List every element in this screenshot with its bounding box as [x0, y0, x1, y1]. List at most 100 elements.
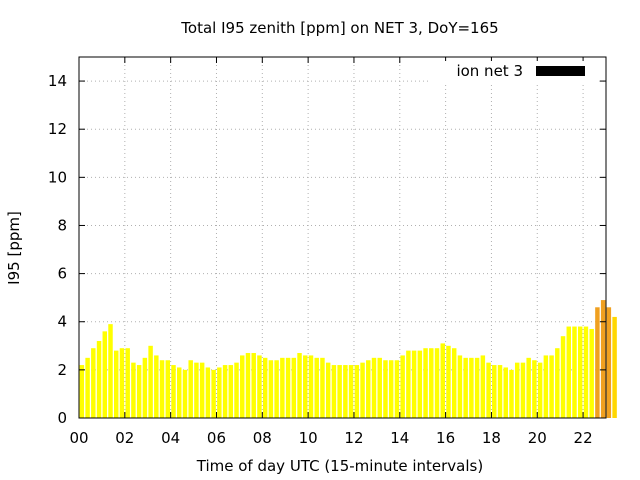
bar	[205, 367, 211, 418]
bar	[366, 360, 371, 418]
bar	[560, 336, 566, 418]
x-tick-label: 02	[115, 429, 134, 447]
y-tick-label: 8	[57, 216, 67, 234]
x-tick-label: 00	[69, 429, 88, 447]
bar	[222, 365, 228, 418]
legend-swatch	[536, 66, 585, 76]
bar	[526, 357, 531, 418]
bar	[577, 326, 583, 418]
bar	[291, 357, 297, 418]
bar	[543, 355, 549, 418]
bar	[566, 326, 572, 418]
bar	[274, 360, 279, 418]
x-tick-label: 14	[390, 429, 409, 447]
bar	[612, 316, 617, 418]
bar	[245, 353, 251, 418]
bar	[497, 365, 503, 418]
bar	[417, 350, 423, 418]
bar	[451, 348, 457, 418]
bar	[583, 326, 589, 418]
bar	[446, 345, 451, 418]
y-tick-label: 4	[57, 313, 67, 331]
bar	[308, 355, 314, 418]
bar	[360, 362, 365, 418]
y-tick-label: 12	[48, 120, 67, 138]
x-tick-label: 06	[207, 429, 226, 447]
bar	[113, 350, 119, 418]
chart-title: Total I95 zenith [ppm] on NET 3, DoY=165	[180, 19, 498, 37]
bar	[228, 365, 234, 418]
bar	[469, 357, 474, 418]
bar	[79, 365, 85, 418]
bar	[108, 324, 113, 418]
x-tick-label: 12	[344, 429, 363, 447]
bar	[159, 360, 165, 418]
bar	[325, 362, 331, 418]
bar	[280, 357, 285, 418]
y-tick-label: 10	[48, 168, 67, 186]
bar	[148, 345, 153, 418]
x-tick-label: 22	[574, 429, 593, 447]
x-tick-label: 10	[299, 429, 318, 447]
x-tick-label: 20	[528, 429, 547, 447]
bar	[102, 331, 108, 418]
bar	[371, 357, 377, 418]
bar	[606, 307, 612, 418]
bar	[457, 355, 463, 418]
bar	[182, 369, 188, 418]
bar	[177, 367, 182, 418]
bar	[480, 355, 486, 418]
bar	[136, 365, 142, 418]
bar	[549, 355, 554, 418]
bar	[165, 360, 171, 418]
bar	[119, 348, 125, 418]
bar	[303, 355, 308, 418]
y-tick-label: 0	[57, 409, 67, 427]
bar	[91, 348, 96, 418]
bar	[194, 362, 199, 418]
bar	[125, 348, 130, 418]
bar	[532, 360, 537, 418]
bar	[423, 348, 428, 418]
bar	[331, 365, 337, 418]
bar	[555, 348, 560, 418]
bar	[337, 365, 342, 418]
bar	[503, 367, 508, 418]
bar	[595, 307, 600, 418]
y-tick-label: 14	[48, 72, 67, 90]
bar	[314, 357, 319, 418]
bar	[520, 362, 526, 418]
plot-frame	[78, 56, 607, 419]
bar	[268, 360, 274, 418]
bar	[262, 357, 268, 418]
bar	[434, 348, 440, 418]
y-tick-label: 6	[57, 265, 67, 283]
bar	[297, 353, 302, 418]
bar	[320, 357, 325, 418]
bar	[343, 365, 348, 418]
x-tick-label: 18	[482, 429, 501, 447]
bar	[429, 348, 434, 418]
bar	[486, 362, 491, 418]
x-tick-label: 08	[253, 429, 272, 447]
x-axis-label: Time of day UTC (15-minute intervals)	[196, 457, 483, 475]
bar	[188, 360, 193, 418]
bar	[199, 362, 205, 418]
y-axis-label: I95 [ppm]	[5, 211, 23, 285]
bar	[142, 357, 148, 418]
bar	[285, 357, 291, 418]
bar	[572, 326, 577, 418]
y-tick-label: 2	[57, 361, 67, 379]
bar	[589, 328, 594, 418]
bar	[514, 362, 520, 418]
bar	[85, 357, 90, 418]
bar	[217, 367, 222, 418]
bars	[79, 300, 617, 418]
bar	[463, 357, 468, 418]
bar	[348, 365, 354, 418]
bar	[492, 365, 497, 418]
bar	[440, 343, 445, 418]
bar	[400, 355, 405, 418]
